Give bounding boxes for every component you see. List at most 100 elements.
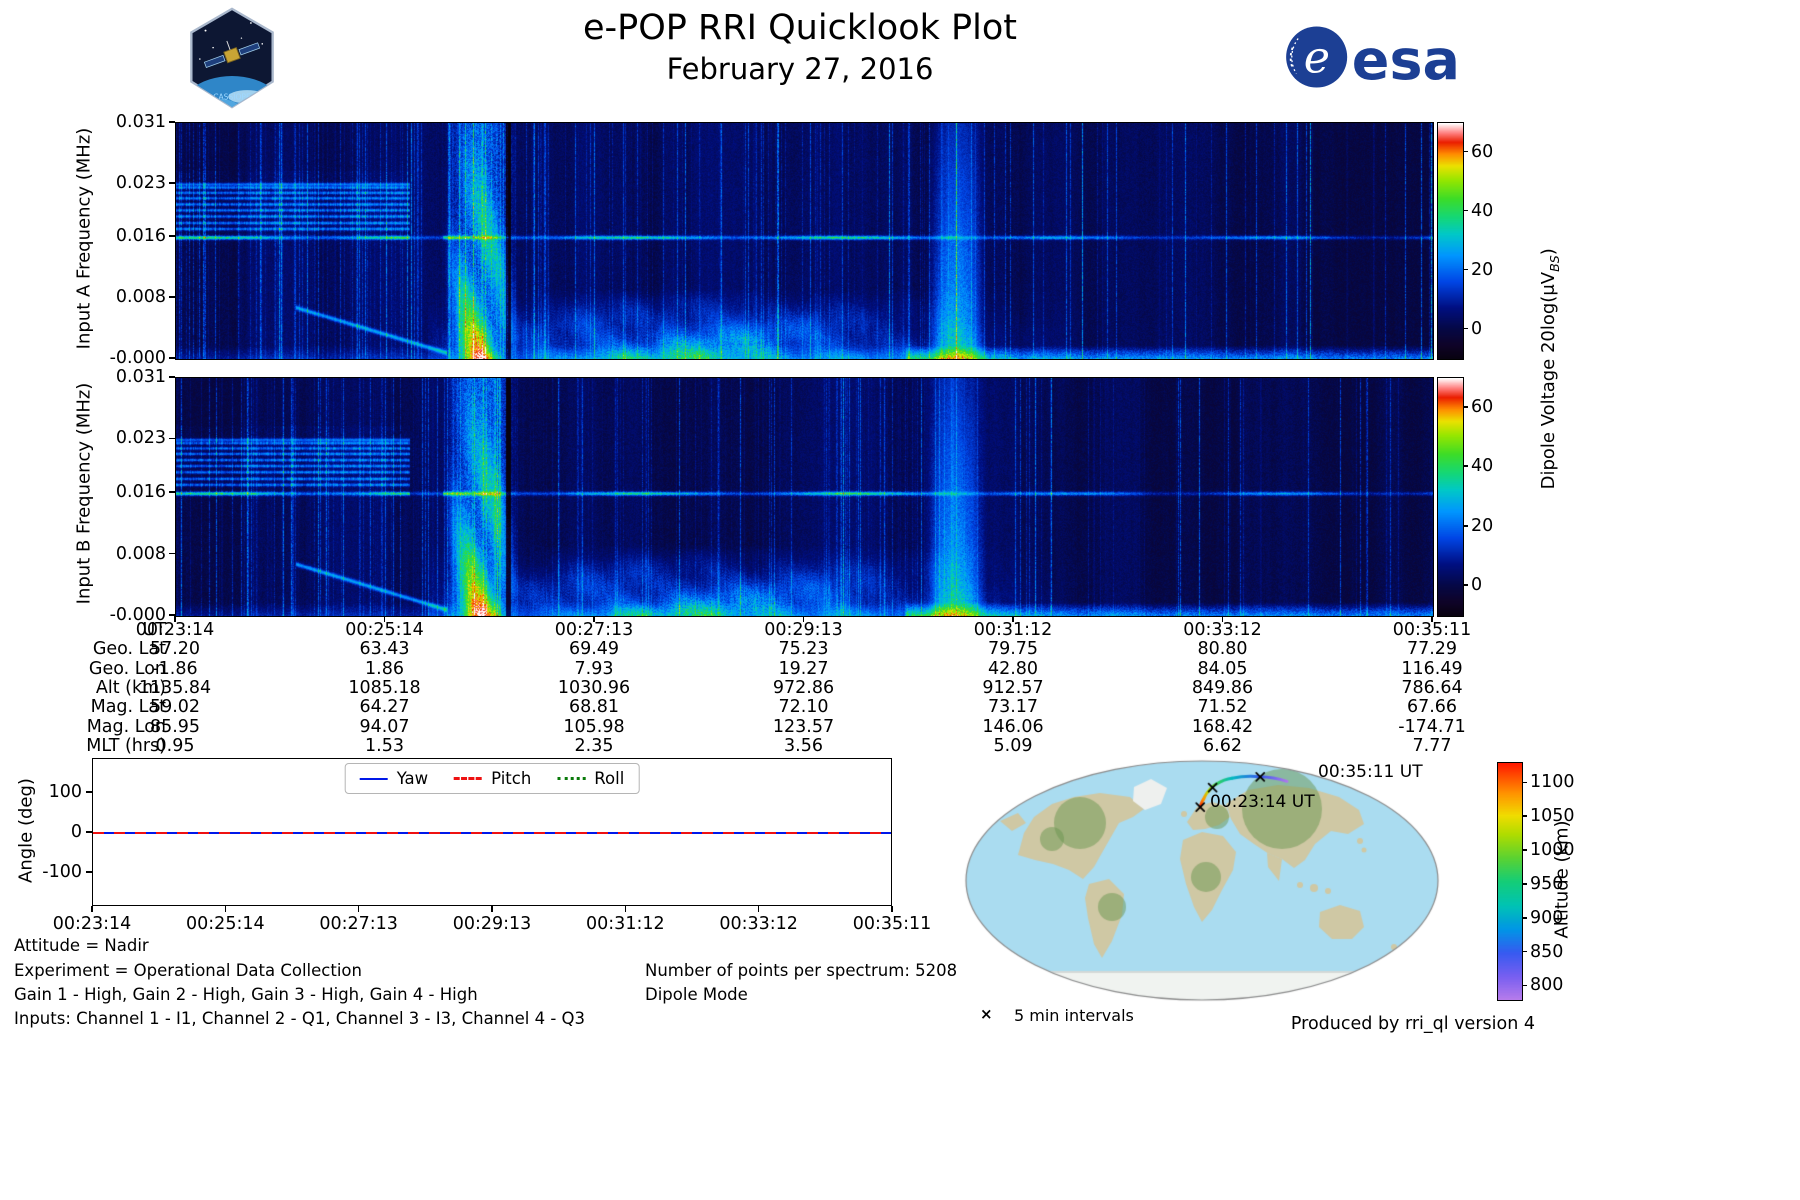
eph-value: 00:29:13	[764, 620, 843, 640]
cbar-tick-mark	[1463, 584, 1468, 587]
eph-value: 105.98	[563, 716, 625, 737]
colorbar-label-main: Dipole Voltage 20log(μV	[1538, 271, 1560, 490]
colorbar-label: Dipole Voltage 20log(μVBS)	[1538, 94, 1562, 644]
cbar-tick-mark	[1463, 524, 1468, 527]
eph-row-label: Geo. Lat	[92, 639, 166, 660]
eph-row-label: Mag. Lat	[90, 697, 166, 718]
alt-tick-label: 1050	[1530, 806, 1575, 827]
alt-tick-label: 950	[1530, 873, 1564, 894]
alt-tick-mark	[1522, 849, 1527, 851]
pitch-line-sample	[454, 777, 483, 780]
angle-xtick-label: 00:35:11	[852, 914, 932, 934]
esa-globe-e: e	[1304, 33, 1330, 84]
spectrogram-a-canvas	[175, 122, 1434, 360]
xtick-mark	[802, 616, 805, 622]
alt-tick-label: 900	[1530, 907, 1564, 928]
interval-marker-glyph: ×	[980, 1005, 993, 1023]
spectrogram-b-canvas	[175, 377, 1434, 617]
alt-tick-label: 1100	[1530, 772, 1575, 793]
eph-value: 59.02	[149, 697, 201, 718]
panel-b-ylabel: Input B Frequency (MHz)	[73, 382, 95, 605]
points-per-spectrum-note: Number of points per spectrum: 5208	[645, 961, 958, 980]
eph-value: 1085.18	[348, 677, 421, 698]
inputs-note: Inputs: Channel 1 - I1, Channel 2 - Q1, …	[14, 1009, 585, 1028]
eph-value: 6.62	[1203, 735, 1242, 756]
angle-xtick-mark	[491, 906, 493, 912]
angle-xtick-mark	[624, 906, 627, 912]
eph-value: 79.75	[987, 639, 1039, 660]
ytick-mark	[169, 437, 175, 440]
alt-tick-mark	[1522, 781, 1527, 784]
eph-row-label: Alt (km)	[95, 677, 166, 698]
ytick-mark	[169, 296, 175, 298]
eph-value: 19.27	[778, 658, 829, 679]
cbar-tick-label: 60	[1471, 396, 1494, 417]
eph-value: 1135.84	[138, 677, 212, 698]
ytick-mark	[169, 357, 175, 359]
eph-value: 72.10	[778, 697, 829, 718]
cbar-tick-mark	[1463, 268, 1468, 271]
angle-ytick-mark	[86, 831, 92, 833]
eph-value: 116.49	[1401, 658, 1463, 679]
angle-xtick-label: 00:33:12	[719, 914, 798, 934]
angle-xtick-mark	[357, 906, 360, 912]
cbar-tick-label: 60	[1471, 141, 1494, 162]
eph-value: 94.07	[359, 716, 410, 737]
eph-value: 912.57	[982, 677, 1044, 698]
angle-xtick-label: 00:23:14	[52, 914, 132, 934]
interval-legend-label: 5 min intervals	[1014, 1006, 1134, 1025]
eph-value: 00:23:14	[135, 620, 215, 640]
cbar-tick-label: 40	[1471, 200, 1494, 221]
eph-value: 57.20	[149, 639, 201, 660]
angle-ytick-mark	[86, 871, 92, 873]
eph-value: 77.29	[1406, 639, 1458, 660]
esa-wordmark: esa	[1352, 28, 1460, 93]
map-end-time-label: 00:35:11 UT	[1318, 762, 1423, 782]
angle-xtick-mark	[891, 906, 893, 912]
ytick-label: -0.000	[109, 348, 166, 368]
esa-logo: e esa	[1286, 26, 1460, 93]
eph-value: 00:35:11	[1392, 620, 1472, 640]
angle-xtick-label: 00:27:13	[319, 914, 398, 934]
roll-line-sample	[557, 777, 586, 780]
legend-item-yaw: Yaw	[359, 769, 428, 788]
colorbar-label-end: )	[1538, 248, 1560, 256]
alt-tick-mark	[1522, 883, 1527, 885]
ytick-mark	[169, 235, 175, 237]
angle-xtick-label: 00:29:13	[452, 914, 532, 934]
ytick-label: 0.016	[115, 482, 166, 503]
ytick-mark	[169, 614, 175, 616]
eph-value: 3.56	[784, 735, 823, 756]
cbar-tick-mark	[1463, 150, 1468, 153]
ytick-mark	[169, 376, 175, 378]
alt-tick-label: 850	[1530, 941, 1564, 962]
cbar-tick-mark	[1463, 327, 1468, 330]
eph-value: 146.06	[982, 716, 1044, 737]
angle-xtick-label: 00:31:12	[586, 914, 665, 934]
cbar-tick-label: 40	[1471, 456, 1494, 477]
eph-value: 63.43	[359, 639, 410, 660]
eph-value: 0.95	[155, 735, 195, 756]
legend-label-roll: Roll	[594, 769, 625, 788]
eph-value: 69.49	[568, 639, 620, 660]
legend-item-pitch: Pitch	[454, 769, 531, 788]
eph-value: 7.77	[1412, 735, 1452, 756]
eph-value: 123.57	[772, 716, 835, 737]
xtick-mark	[1012, 616, 1014, 622]
world-map-canvas	[962, 757, 1442, 1004]
ytick-mark	[169, 491, 175, 493]
eph-value: 7.93	[574, 658, 614, 679]
cbar-tick-label: 20	[1471, 515, 1494, 536]
ytick-label: 0.008	[115, 543, 166, 564]
eph-value: 85.95	[149, 716, 201, 737]
colorbar-a-canvas	[1437, 122, 1464, 360]
cbar-tick-label: 20	[1471, 259, 1494, 280]
angle-xtick-mark	[224, 906, 227, 912]
eph-value: 5.09	[993, 735, 1033, 756]
produced-by-note: Produced by rri_ql version 4	[1290, 1014, 1535, 1034]
alt-tick-mark	[1522, 815, 1527, 817]
xtick-mark	[383, 616, 386, 622]
ytick-label: 0.023	[115, 428, 166, 449]
eph-value: 00:33:12	[1183, 620, 1262, 640]
